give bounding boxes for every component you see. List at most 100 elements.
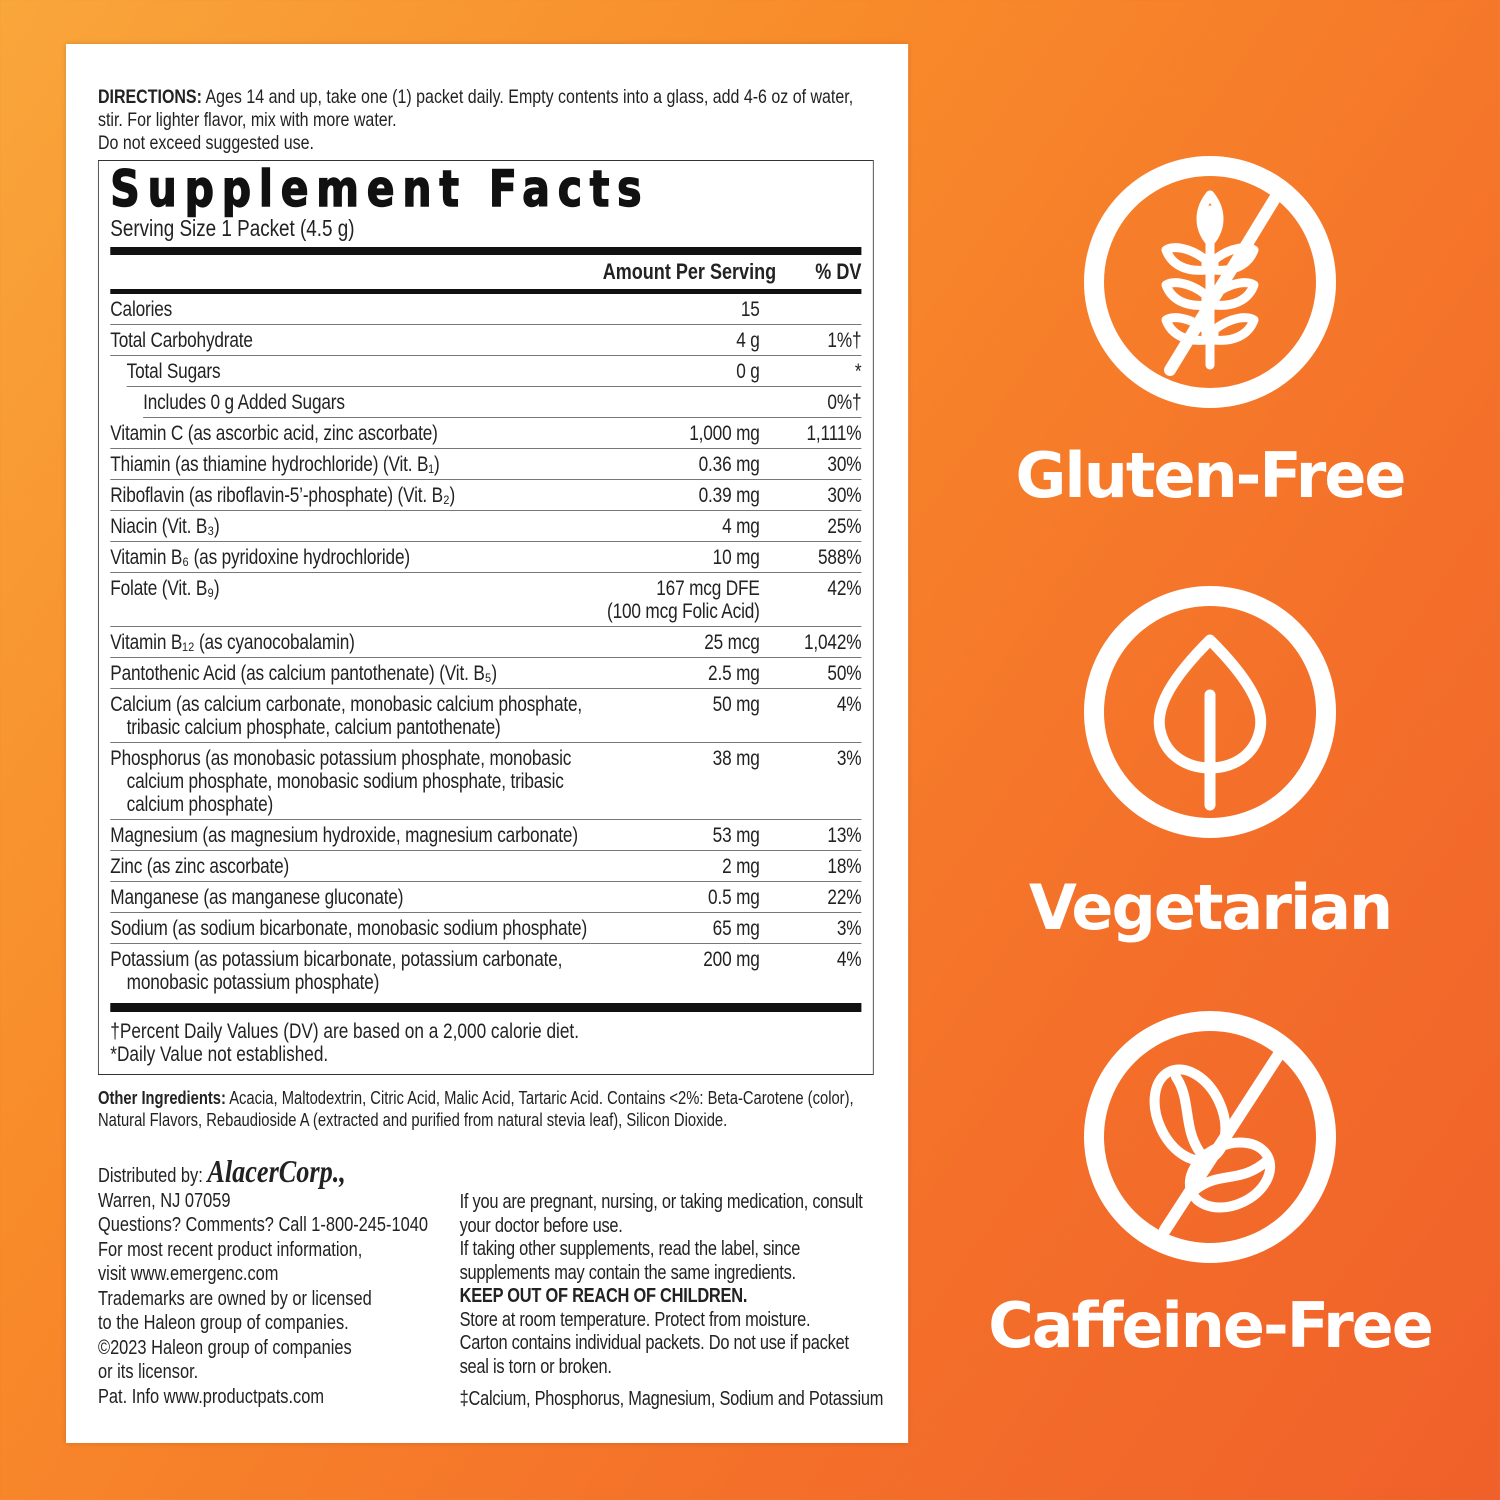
nutrient-amount: 50 mg <box>713 693 768 739</box>
claim-gluten-free: Gluten-Free <box>1015 439 1407 512</box>
amount-line: 65 mg <box>712 917 760 940</box>
nutrient-name-line: tribasic calcium phosphate, calcium pant… <box>126 716 501 739</box>
text-line: visit www.emergenc.com <box>97 1263 279 1285</box>
alacer-corp-logo: AlacerCorp., <box>207 1153 346 1189</box>
nutrient-name: Calcium (as calcium carbonate, monobasic… <box>110 693 704 739</box>
nutrient-name: Phosphorus (as monobasic potassium phosp… <box>110 747 704 816</box>
nutrient-name-line: Phosphorus (as monobasic potassium phosp… <box>110 747 572 770</box>
nutrient-amount: 25 mcg <box>704 631 768 654</box>
nutrient-dv: 30% <box>827 484 862 507</box>
nutrient-name-line: calcium phosphate) <box>126 793 274 816</box>
nutrient-name-line: Potassium (as potassium bicarbonate, pot… <box>110 948 563 971</box>
text-line: or its licensor. <box>97 1361 199 1383</box>
nutrient-name-line: Manganese (as manganese gluconate) <box>110 886 404 909</box>
facts-header: Amount Per Serving % DV <box>110 255 862 289</box>
nutrient-name: Potassium (as potassium bicarbonate, pot… <box>110 948 695 994</box>
nutrient-name-line: Total Sugars <box>126 360 221 383</box>
text-line: If you are pregnant, nursing, or taking … <box>459 1191 863 1213</box>
facts-row: Vitamin B₆ (as pyridoxine hydrochloride)… <box>110 542 862 573</box>
directions-warning: Do not exceed suggested use. <box>97 132 314 154</box>
serving-size: Serving Size 1 Packet (4.5 g) <box>110 215 355 241</box>
nutrient-dv: 30% <box>827 453 862 476</box>
nutrient-dv: * <box>854 360 862 383</box>
nutrient-name-line: Pantothenic Acid (as calcium pantothenat… <box>110 662 497 685</box>
nutrient-name-line: Sodium (as sodium bicarbonate, monobasic… <box>110 917 588 940</box>
facts-row: Thiamin (as thiamine hydrochloride) (Vit… <box>110 449 862 480</box>
nutrient-name-line: Calories <box>110 298 173 321</box>
nutrient-name-line: Magnesium (as magnesium hydroxide, magne… <box>110 824 578 847</box>
text-line: Store at room temperature. Protect from … <box>459 1308 811 1331</box>
amount-line: 10 mg <box>712 546 760 569</box>
nutrient-amount: 65 mg <box>713 917 768 940</box>
text-line: Carton contains individual packets. Do n… <box>459 1332 849 1354</box>
nutrient-name: Pantothenic Acid (as calcium pantothenat… <box>110 662 700 685</box>
text-line: supplements may contain the same ingredi… <box>459 1261 797 1284</box>
text-line: Pat. Info www.productpats.com <box>97 1385 325 1408</box>
amount-line: 38 mg <box>712 747 760 770</box>
nutrient-name: Includes 0 g Added Sugars <box>143 391 751 414</box>
facts-row: Zinc (as zinc ascorbate) 2 mg 18% <box>110 851 862 882</box>
text-line: Warren, NJ 07059 <box>97 1189 231 1212</box>
nutrient-name-line: monobasic potassium phosphate) <box>126 971 380 994</box>
facts-row: Manganese (as manganese gluconate) 0.5 mg… <box>110 882 862 913</box>
nutrient-amount <box>760 391 768 414</box>
nutrient-amount: 167 mcg DFE (100 mcg Folic Acid) <box>607 577 768 623</box>
nutrient-name: Magnesium (as magnesium hydroxide, magne… <box>110 824 704 847</box>
nutrient-name-line: Riboflavin (as riboflavin-5’-phosphate) … <box>110 484 456 507</box>
nutrient-amount: 200 mg <box>703 948 768 994</box>
amount-line: 15 <box>740 298 760 321</box>
text-line: If taking other supplements, read the la… <box>459 1238 801 1260</box>
nutrient-name: Riboflavin (as riboflavin-5’-phosphate) … <box>110 484 690 507</box>
other-ingredients-text: Acacia, Maltodextrin, Citric Acid, Malic… <box>97 1088 854 1130</box>
text-line: seal is torn or broken. <box>459 1355 612 1378</box>
amount-line: 4 g <box>736 329 760 352</box>
nutrient-amount: 0.5 mg <box>708 886 768 909</box>
warnings-footnote: ‡Calcium, Phosphorus, Magnesium, Sodium … <box>459 1388 884 1410</box>
nutrient-amount: 0.39 mg <box>699 484 768 507</box>
facts-row: Potassium (as potassium bicarbonate, pot… <box>110 944 861 997</box>
nutrient-dv: 4% <box>836 948 862 971</box>
nutrient-name: Vitamin B₆ (as pyridoxine hydrochloride) <box>110 546 704 569</box>
nutrient-amount: 0.36 mg <box>699 453 768 476</box>
leaf-icon <box>1084 586 1336 838</box>
nutrient-name: Sodium (as sodium bicarbonate, monobasic… <box>110 917 704 940</box>
nutrient-name: Manganese (as manganese gluconate) <box>110 886 700 909</box>
nutrient-amount: 15 <box>741 298 768 321</box>
nutrient-dv: 588% <box>818 546 862 569</box>
facts-row: Phosphorus (as monobasic potassium phosp… <box>110 743 862 820</box>
amount-line: 4 mg <box>722 515 760 538</box>
facts-row: Sodium (as sodium bicarbonate, monobasic… <box>110 913 862 944</box>
footnote-dv: †Percent Daily Values (DV) are based on … <box>110 1020 579 1043</box>
nutrient-name: Calories <box>110 298 732 321</box>
nutrient-dv: 1,111% <box>806 422 862 445</box>
facts-row: Total Carbohydrate 4 g 1%† <box>110 325 862 356</box>
nutrient-amount: 53 mg <box>713 824 768 847</box>
facts-row: Vitamin B₁₂ (as cyanocobalamin) 25 mcg 1,0… <box>110 627 862 658</box>
nutrient-name-line: Thiamin (as thiamine hydrochloride) (Vit… <box>110 453 440 476</box>
nutrient-amount: 2 mg <box>722 855 768 878</box>
nutrient-dv: 1,042% <box>803 631 862 654</box>
facts-row: Folate (Vit. B₉) 167 mcg DFE (100 mcg Foli… <box>110 573 862 627</box>
nutrient-amount: 0 g <box>736 360 768 383</box>
nutrient-name-line: Calcium (as calcium carbonate, monobasic… <box>110 693 583 716</box>
nutrient-dv: 3% <box>836 747 862 770</box>
text-line: your doctor before use. <box>459 1214 623 1237</box>
nutrient-name: Total Carbohydrate <box>110 329 728 352</box>
nutrient-dv: 25% <box>827 515 862 538</box>
other-ingredients-label: Other Ingredients: <box>97 1088 226 1108</box>
warnings: If you are pregnant, nursing, or taking … <box>460 1159 907 1412</box>
nutrient-amount: 1,000 mg <box>689 422 768 445</box>
amount-line: 0.5 mg <box>708 886 760 909</box>
nutrient-amount: 4 mg <box>722 515 768 538</box>
nutrient-name-line: Vitamin B₆ (as pyridoxine hydrochloride) <box>110 546 410 569</box>
nutrient-name-line: Zinc (as zinc ascorbate) <box>110 855 290 878</box>
text-line: to the Haleon group of companies. <box>97 1312 349 1334</box>
claim-vegetarian: Vegetarian <box>1028 871 1393 944</box>
facts-footnotes: †Percent Daily Values (DV) are based on … <box>110 1020 861 1066</box>
nutrient-dv: 0%† <box>827 391 862 414</box>
amount-line: 0 g <box>736 360 760 383</box>
amount-header: Amount Per Serving <box>602 259 777 284</box>
text-line: Questions? Comments? Call 1-800-245-1040 <box>97 1214 428 1236</box>
text-line: Trademarks are owned by or licensed <box>97 1287 372 1310</box>
no-coffee-bean-icon <box>1084 1011 1336 1263</box>
